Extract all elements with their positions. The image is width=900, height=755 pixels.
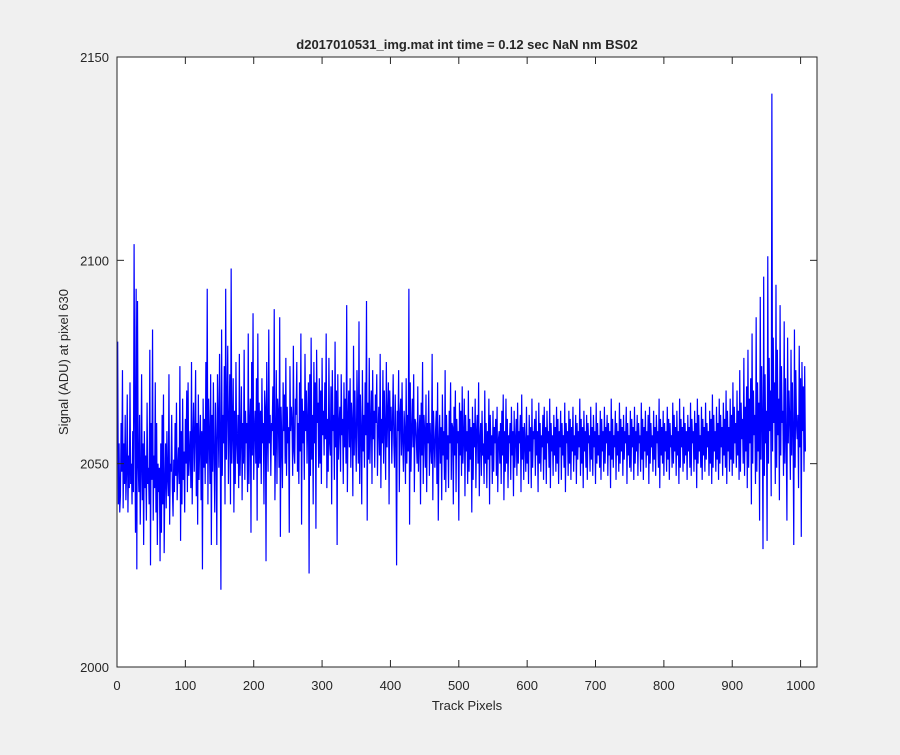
series-layer: [117, 93, 806, 590]
x-tick-label: 900: [721, 678, 743, 693]
x-tick-label: 0: [113, 678, 120, 693]
y-axis-ticks: 2000 2050 2100 2150: [80, 50, 817, 675]
x-tick-label: 400: [380, 678, 402, 693]
series-line-1: [117, 93, 806, 590]
x-tick-label: 300: [311, 678, 333, 693]
x-tick-label: 800: [653, 678, 675, 693]
y-tick-label: 2100: [80, 253, 109, 268]
x-tick-label: 100: [175, 678, 197, 693]
chart-title: d2017010531_img.mat int time = 0.12 sec …: [296, 37, 637, 52]
y-tick-label: 2050: [80, 457, 109, 472]
x-tick-label: 500: [448, 678, 470, 693]
y-tick-label: 2000: [80, 660, 109, 675]
x-tick-label: 700: [585, 678, 607, 693]
plot-area: [117, 57, 817, 667]
y-axis-label: Signal (ADU) at pixel 630: [56, 289, 71, 435]
axes-box: [116, 56, 818, 668]
x-tick-label: 1000: [786, 678, 815, 693]
x-axis-label: Track Pixels: [432, 698, 503, 713]
y-tick-label: 2150: [80, 50, 109, 65]
x-tick-label: 600: [516, 678, 538, 693]
x-axis-ticks: 0 100 200 300 400 500 600 700 800 900 1000: [113, 57, 815, 693]
x-tick-label: 200: [243, 678, 265, 693]
